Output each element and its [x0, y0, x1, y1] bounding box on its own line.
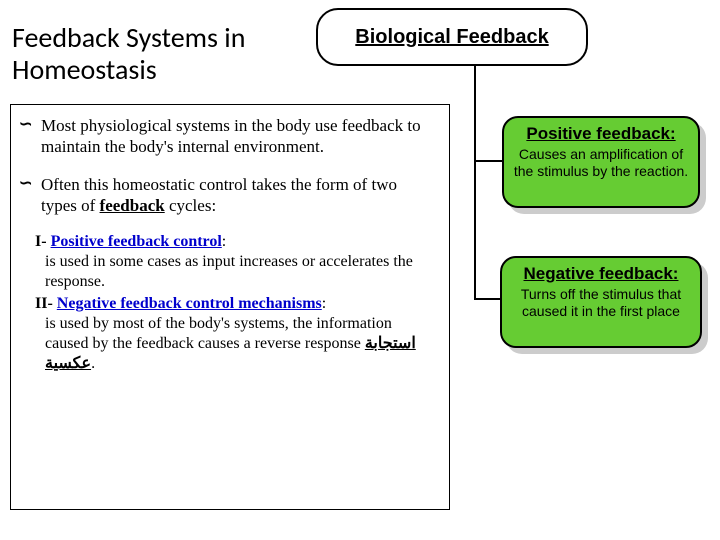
i-label: I-: [35, 233, 51, 250]
i-colon: :: [222, 233, 226, 250]
negative-box: Negative feedback: Turns off the stimulu…: [500, 256, 702, 348]
page-title: Feedback Systems inHomeostasis: [12, 22, 245, 86]
item-negative: II- Negative feedback control mechanisms…: [35, 294, 437, 374]
ii-label: II-: [35, 295, 57, 312]
negative-title: Negative feedback:: [508, 264, 694, 284]
header-label: Biological Feedback: [355, 26, 548, 49]
ii-link: Negative feedback control mechanisms: [57, 295, 322, 312]
positive-title: Positive feedback:: [510, 124, 692, 144]
slide-container: Biological Feedback Feedback Systems inH…: [0, 0, 720, 540]
paragraph-1: Most physiological systems in the body u…: [21, 115, 437, 158]
paragraph-2: Often this homeostatic control takes the…: [21, 174, 437, 217]
p2-text-b: cycles:: [165, 196, 216, 215]
ii-desc: is used by most of the body's systems, t…: [35, 314, 437, 374]
connector-h2: [474, 298, 502, 300]
p1-text: Most physiological systems in the body u…: [41, 116, 421, 156]
i-desc: is used in some cases as input increases…: [35, 252, 437, 292]
positive-body: Causes an amplification of the stimulus …: [510, 146, 692, 180]
i-link: Positive feedback control: [51, 233, 222, 250]
ii-colon: :: [322, 295, 326, 312]
item-positive: I- Positive feedback control: is used in…: [35, 232, 437, 292]
ii-period: .: [91, 355, 95, 372]
body-text-box: Most physiological systems in the body u…: [10, 104, 450, 510]
header-box: Biological Feedback: [316, 8, 588, 66]
title-text: Feedback Systems inHomeostasis: [12, 20, 245, 87]
ii-desc-a: is used by most of the body's systems, t…: [45, 315, 392, 352]
negative-body: Turns off the stimulus that caused it in…: [508, 286, 694, 320]
positive-box: Positive feedback: Causes an amplificati…: [502, 116, 700, 208]
connector-h1: [474, 160, 502, 162]
connector-vertical: [474, 60, 476, 300]
p2-link-feedback: feedback: [100, 196, 165, 215]
sub-list: I- Positive feedback control: is used in…: [21, 232, 437, 374]
p2-text-a: Often this homeostatic control takes the…: [41, 175, 397, 215]
